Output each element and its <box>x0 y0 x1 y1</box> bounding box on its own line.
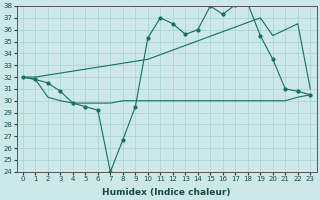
X-axis label: Humidex (Indice chaleur): Humidex (Indice chaleur) <box>102 188 231 197</box>
